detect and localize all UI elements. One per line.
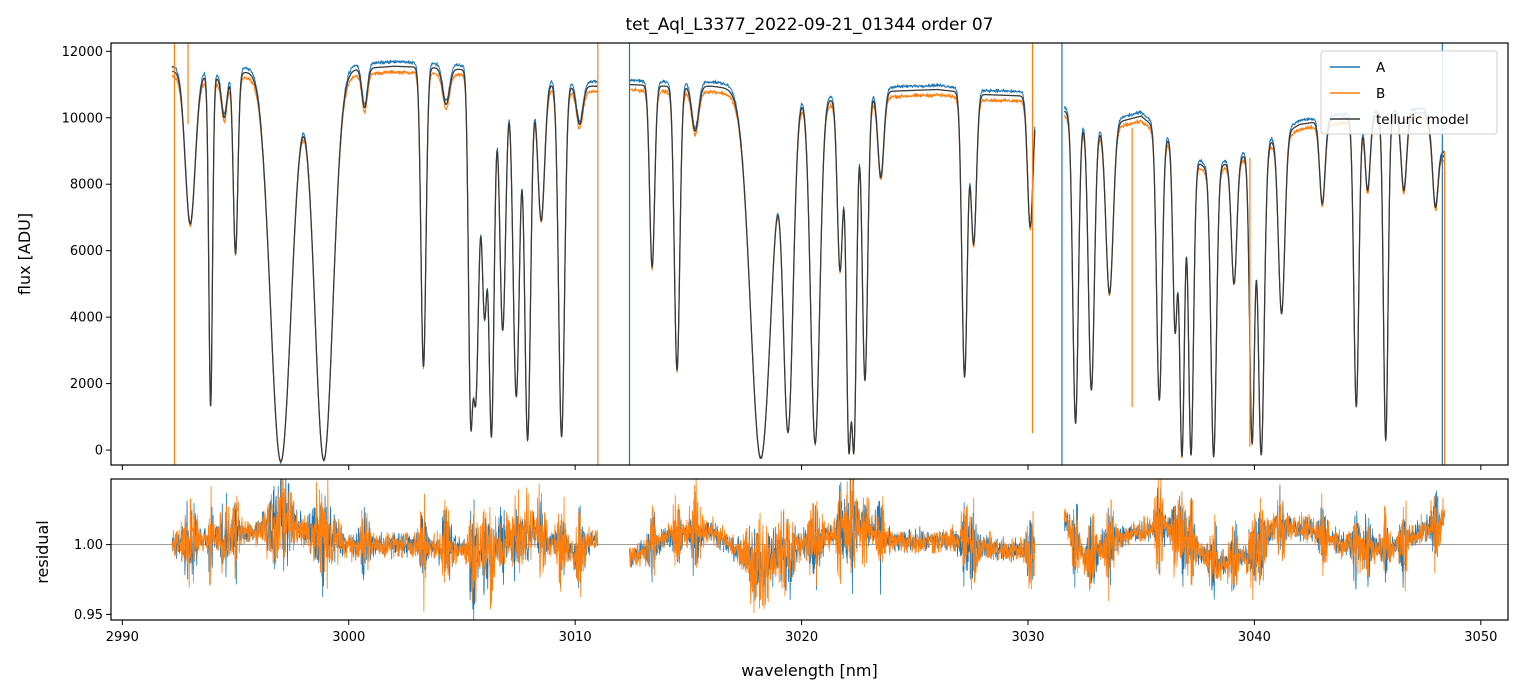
legend-label-b: B xyxy=(1376,86,1385,102)
residual-panel: 0.95 1.00 2990 3000 3010 3020 3030 3040 3050 re… xyxy=(33,478,1509,680)
flux-series-telluric-model-seg-3 xyxy=(1063,110,1446,457)
residual-x-axis: 2990 3000 3010 3020 3030 3040 3050 xyxy=(106,620,1497,645)
legend-box xyxy=(1320,50,1498,135)
flux-plot-area xyxy=(171,43,1446,465)
flux-series-telluric-model-seg-2 xyxy=(629,83,1036,459)
x-tick-label-0: 2990 xyxy=(106,630,139,645)
residual-series-a-seg-1 xyxy=(171,479,599,620)
flux-ytick-label-4: 8000 xyxy=(70,178,103,193)
residual-ylabel: residual xyxy=(33,520,52,583)
chart-title: tet_Aql_L3377_2022-09-21_01344 order 07 xyxy=(625,15,993,35)
flux-ylabel: flux [ADU] xyxy=(15,213,34,295)
residual-series-b-seg-2 xyxy=(629,479,1036,613)
x-axis-label: wavelength [nm] xyxy=(741,661,878,680)
flux-series-b-seg-2 xyxy=(629,87,1036,460)
residual-ytick-label-1: 1.00 xyxy=(74,538,103,553)
flux-ytick-label-2: 4000 xyxy=(70,311,103,326)
flux-ytick-label-6: 12000 xyxy=(62,45,103,60)
residual-plot-area xyxy=(111,479,1508,620)
flux-series-b-seg-3 xyxy=(1063,114,1446,459)
flux-series-telluric-model-seg-1 xyxy=(171,65,599,463)
flux-ytick-label-5: 10000 xyxy=(62,111,103,126)
residual-series-b-seg-1 xyxy=(171,479,599,612)
residual-ytick-label-0: 0.95 xyxy=(74,608,103,623)
legend-label-a: A xyxy=(1376,60,1386,76)
x-tick-label-6: 3050 xyxy=(1464,630,1497,645)
flux-x-ticks xyxy=(121,465,1482,470)
x-tick-label-5: 3040 xyxy=(1238,630,1271,645)
x-tick-label-3: 3020 xyxy=(785,630,818,645)
flux-ytick-label-1: 2000 xyxy=(70,377,103,392)
flux-panel: 0 2000 4000 6000 8000 10000 12000 flux [ADU] A… xyxy=(15,42,1509,470)
legend-label-model: telluric model xyxy=(1376,112,1469,128)
x-tick-label-1: 3000 xyxy=(332,630,365,645)
flux-y-axis: 0 2000 4000 6000 8000 10000 12000 xyxy=(62,45,111,459)
residual-y-axis: 0.95 1.00 xyxy=(74,538,111,623)
flux-series-a-seg-1 xyxy=(171,59,599,464)
residual-series-b-seg-3 xyxy=(1063,479,1445,602)
residual-panel-frame xyxy=(110,478,1509,621)
x-tick-label-4: 3030 xyxy=(1011,630,1044,645)
flux-series-a-seg-3 xyxy=(1063,106,1445,458)
legend: A B telluric model xyxy=(1320,50,1498,135)
flux-ytick-label-0: 0 xyxy=(95,444,103,459)
flux-ytick-label-3: 6000 xyxy=(70,244,103,259)
x-tick-label-2: 3010 xyxy=(559,630,592,645)
flux-series-a-seg-2 xyxy=(629,78,1036,459)
flux-panel-frame xyxy=(110,42,1509,466)
